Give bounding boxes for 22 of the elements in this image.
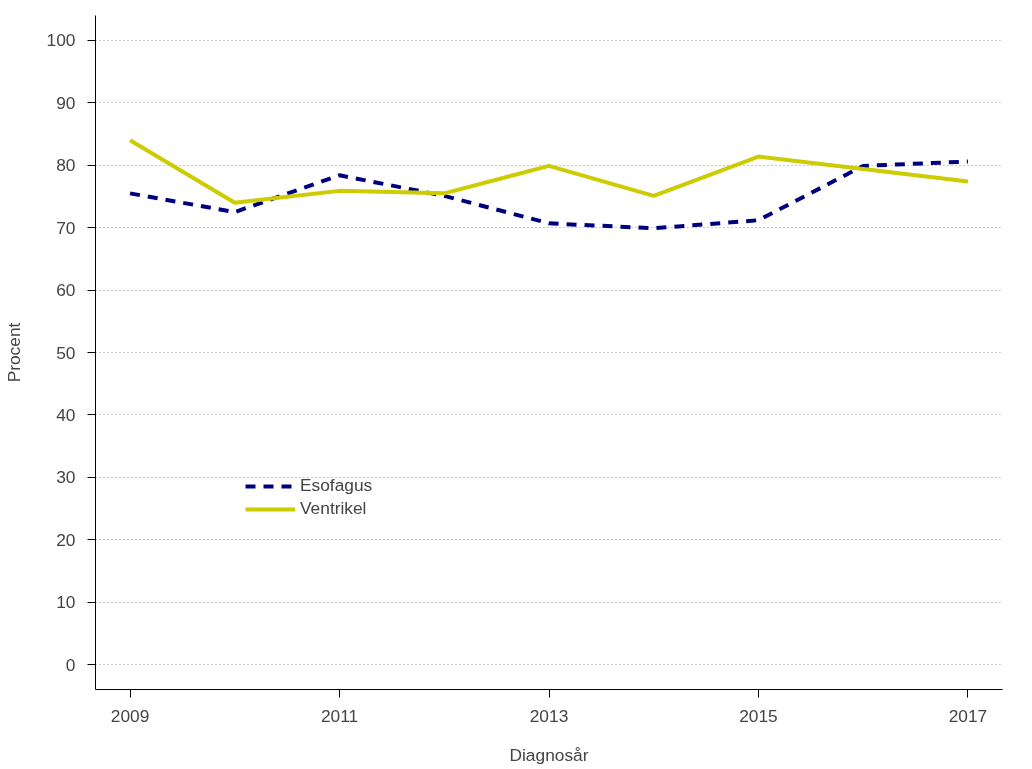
y-tick-label: 40 bbox=[56, 404, 76, 425]
y-tick-label: 60 bbox=[56, 280, 76, 301]
x-tick-label: 2011 bbox=[320, 705, 359, 726]
y-tick-label: 50 bbox=[56, 342, 76, 363]
x-axis-title: Diagnosår bbox=[509, 744, 589, 765]
legend-label: Ventrikel bbox=[300, 498, 367, 519]
line-series bbox=[128, 138, 970, 205]
y-tick-label: 20 bbox=[56, 529, 76, 550]
y-axis-title: Procent bbox=[3, 322, 24, 383]
y-tick-label: 70 bbox=[56, 217, 76, 238]
y-tick-label: 0 bbox=[65, 654, 76, 675]
y-tick-label: 80 bbox=[56, 155, 76, 176]
y-tick-label: 100 bbox=[46, 30, 76, 51]
line-series bbox=[128, 159, 970, 231]
x-tick-label: 2009 bbox=[110, 705, 150, 726]
legend-label: Esofagus bbox=[300, 475, 373, 496]
y-tick-label: 90 bbox=[56, 92, 76, 113]
x-tick-label: 2017 bbox=[948, 705, 988, 726]
x-tick-label: 2015 bbox=[739, 705, 778, 726]
y-tick-label: 30 bbox=[56, 467, 76, 488]
x-tick-label: 2013 bbox=[529, 705, 569, 726]
y-tick-label: 10 bbox=[56, 592, 76, 613]
